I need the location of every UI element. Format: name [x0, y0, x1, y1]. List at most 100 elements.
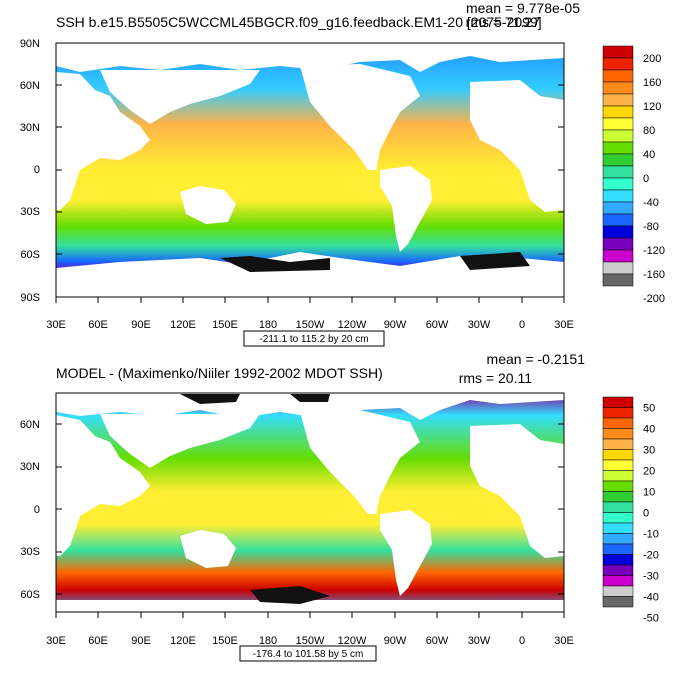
colorbar-swatch — [602, 117, 634, 131]
colorbar-swatch — [602, 470, 634, 482]
panel-1-lon-label: 60E — [88, 319, 108, 331]
colorbar-swatch — [602, 69, 634, 83]
colorbar-swatch — [602, 449, 634, 461]
panel-2-arctic-land — [56, 393, 564, 420]
colorbar-swatch — [602, 512, 634, 524]
colorbar-swatch — [602, 396, 634, 408]
colorbar-label: -50 — [643, 613, 659, 625]
panel-1-lon-label: 0 — [519, 319, 525, 331]
panel-1-lat-label: 60S — [20, 249, 40, 261]
panel-2-lon-label: 60E — [88, 635, 108, 647]
colorbar-swatch — [602, 543, 634, 555]
colorbar-swatch — [602, 407, 634, 419]
panel-1-africa-east — [470, 80, 564, 212]
panel-1-colorbar: 200 160 120 80 40 0 -40 -80 -120 -160 -200 — [602, 45, 665, 305]
panel-2-ice — [180, 394, 240, 404]
panel-2-lat-label: 60S — [20, 589, 40, 601]
colorbar-swatch — [602, 459, 634, 471]
panel-1-lon-label: 180 — [259, 319, 277, 331]
colorbar-label: 80 — [643, 125, 655, 137]
panel-1-rms: rms = 71.27 — [466, 14, 541, 30]
panel-2-asia — [100, 414, 260, 468]
colorbar-label: -120 — [643, 245, 665, 257]
panel-1-lon-axis: 30E 60E 90E 120E 150E 180 150W 120W 90W … — [46, 319, 574, 331]
panel-1-north-america — [300, 64, 420, 170]
colorbar-swatch — [602, 45, 634, 59]
panel-2-north-america — [300, 410, 420, 514]
colorbar-label: -10 — [643, 529, 659, 541]
colorbar-swatch — [602, 585, 634, 597]
panel-1-lat-label: 90S — [20, 292, 40, 304]
panel-1-antarctica — [56, 252, 564, 297]
panel-2-lon-ticks — [55, 612, 565, 618]
colorbar-swatch — [602, 105, 634, 119]
panel-2-lon-label: 150E — [212, 635, 238, 647]
panel-1-lat-label: 0 — [34, 164, 40, 176]
colorbar-label: 0 — [643, 508, 649, 520]
panel-2-lat-ticks — [56, 423, 564, 595]
colorbar-swatch — [602, 141, 634, 155]
colorbar-swatch — [602, 501, 634, 513]
panel-1-lat-label: 30S — [20, 206, 40, 218]
colorbar-swatch — [602, 554, 634, 566]
panel-2-mean: mean = -0.2151 — [487, 351, 586, 367]
panel-2-lat-label: 0 — [34, 504, 40, 516]
colorbar-swatch — [602, 129, 634, 143]
panel-2-australia — [180, 530, 236, 568]
panel-1-lon-label: 30W — [468, 319, 491, 331]
colorbar-label: -20 — [643, 550, 659, 562]
colorbar-swatch — [602, 480, 634, 492]
panel-2-lon-label: 150W — [296, 635, 325, 647]
panel-1-lat-label: 90N — [20, 38, 40, 50]
colorbar-swatch — [602, 201, 634, 215]
colorbar-swatch — [602, 522, 634, 534]
panel-1-africa-eurasia — [56, 72, 150, 210]
colorbar-swatch — [602, 273, 634, 287]
panel-2-ice — [290, 394, 330, 402]
panel-2-lat-label: 30N — [20, 461, 40, 473]
panel-2-lon-label: 60W — [426, 635, 449, 647]
panel-1-lon-label: 120W — [338, 319, 367, 331]
panel-2-lon-label: 90W — [384, 635, 407, 647]
panel-1-ice-shelf — [460, 252, 530, 270]
colorbar-swatch — [602, 57, 634, 71]
panel-1-title: SSH b.e15.B5505C5WCCML45BGCR.f09_g16.fee… — [56, 14, 542, 30]
colorbar-swatch — [602, 237, 634, 251]
colorbar-label: -80 — [643, 221, 659, 233]
colorbar-swatch — [602, 438, 634, 450]
panel-2-lon-label: 30E — [46, 635, 66, 647]
panel-2-lon-label: 90E — [131, 635, 151, 647]
panel-1-lon-label: 150E — [212, 319, 238, 331]
colorbar-swatch — [602, 189, 634, 203]
panel-1-lat-ticks — [56, 42, 564, 298]
colorbar-label: -40 — [643, 197, 659, 209]
panel-1-lon-label: 150W — [296, 319, 325, 331]
panel-2-africa-east — [470, 424, 564, 558]
colorbar-label: 20 — [643, 466, 655, 478]
panel-1-asia — [100, 70, 260, 124]
panel-1-ice-shelf — [220, 256, 330, 272]
panel-1-lon-label: 90E — [131, 319, 151, 331]
panel-2-lat-axis: 60N 30N 0 30S 60S — [20, 419, 40, 601]
colorbar-label: 50 — [643, 403, 655, 415]
colorbar-swatch — [602, 213, 634, 227]
colorbar-swatch — [602, 261, 634, 275]
panel-1-arctic-land — [56, 43, 564, 72]
panel-1-south-america — [380, 166, 432, 252]
panel-2-lon-label: 30W — [468, 635, 491, 647]
panel-2-title: MODEL - (Maximenko/Niiler 1992-2002 MDOT… — [56, 365, 383, 381]
panel-1-contour-info: -211.1 to 115.2 by 20 cm — [259, 334, 368, 345]
panel-2-ice-shelf — [250, 586, 330, 604]
colorbar-swatch — [602, 225, 634, 239]
colorbar-label: 120 — [643, 101, 661, 113]
panel-1-lon-label: 30E — [554, 319, 574, 331]
panel-1-lon-ticks — [55, 297, 565, 303]
colorbar-label: -200 — [643, 293, 665, 305]
panel-2-lat-label: 30S — [20, 546, 40, 558]
colorbar-swatch — [602, 249, 634, 263]
colorbar-swatch — [602, 428, 634, 440]
colorbar-swatch — [602, 177, 634, 191]
colorbar-label: 10 — [643, 487, 655, 499]
panel-1: SSH b.e15.B5505C5WCCML45BGCR.f09_g16.fee… — [20, 0, 665, 347]
panel-2-south-america — [380, 510, 432, 596]
